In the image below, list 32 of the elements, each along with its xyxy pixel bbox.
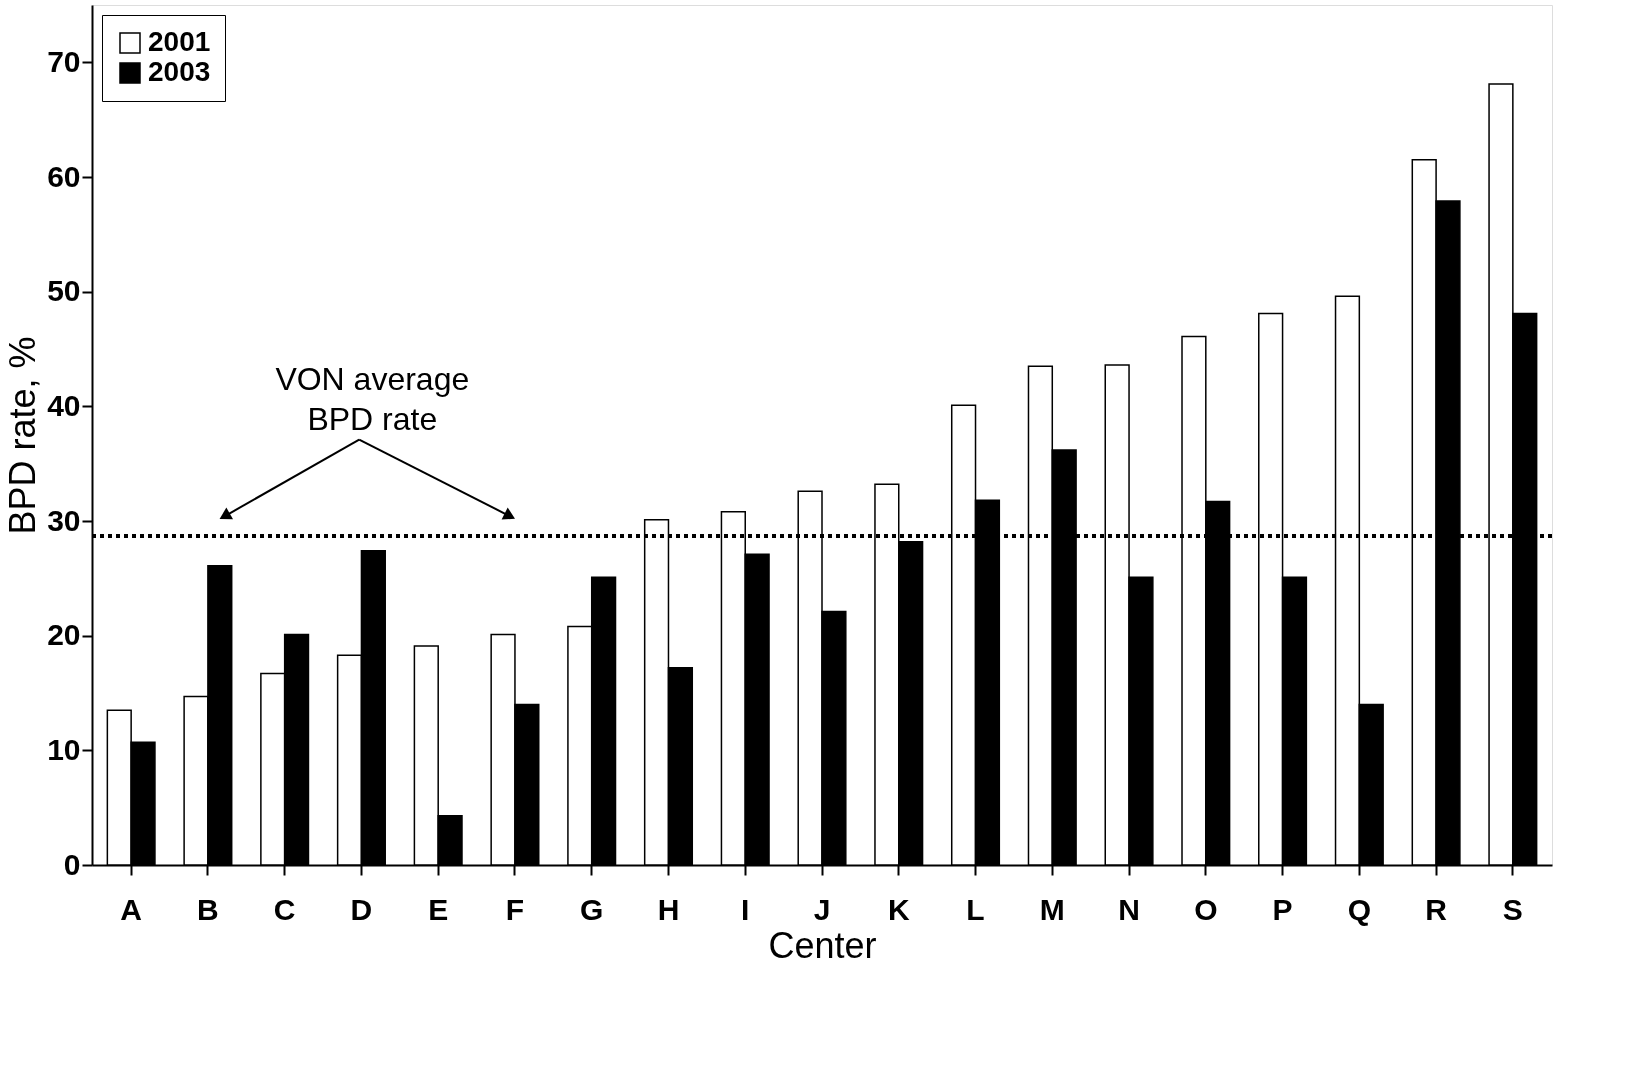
- x-tick-label: J: [813, 892, 831, 926]
- x-tick-label: K: [887, 892, 910, 926]
- x-tick-label: H: [657, 892, 680, 926]
- y-tick-label: 60: [47, 159, 81, 193]
- y-tick-label: 0: [63, 847, 81, 881]
- x-tick-label: Q: [1347, 892, 1371, 926]
- y-axis-title: BPD rate, %: [2, 336, 44, 535]
- x-tick-label: L: [966, 892, 985, 926]
- x-tick-label: N: [1118, 892, 1140, 926]
- x-tick-label: F: [505, 892, 525, 926]
- y-tick-label: 70: [47, 44, 81, 78]
- x-tick-label: D: [350, 892, 373, 926]
- annotation: VON average BPD rate: [275, 360, 470, 437]
- x-tick-label: A: [120, 892, 142, 926]
- x-tick-label: G: [580, 892, 604, 926]
- x-tick-label: C: [273, 892, 296, 926]
- x-tick-label: R: [1425, 892, 1448, 926]
- y-tick-label: 10: [47, 732, 81, 766]
- y-tick-label: 30: [47, 503, 81, 537]
- x-tick-label: M: [1039, 892, 1065, 926]
- x-axis-title: Center: [768, 924, 877, 966]
- x-tick-label: S: [1502, 892, 1523, 926]
- x-tick-label: O: [1194, 892, 1218, 926]
- y-tick-label: 40: [47, 388, 81, 422]
- x-tick-label: I: [741, 892, 750, 926]
- legend-label: 2001: [148, 26, 211, 57]
- y-tick-label: 20: [47, 618, 81, 652]
- x-tick-label: B: [197, 892, 219, 926]
- legend-label: 2003: [148, 56, 211, 87]
- x-tick-label: P: [1272, 892, 1293, 926]
- x-tick-label: E: [428, 892, 449, 926]
- y-tick-label: 50: [47, 274, 81, 308]
